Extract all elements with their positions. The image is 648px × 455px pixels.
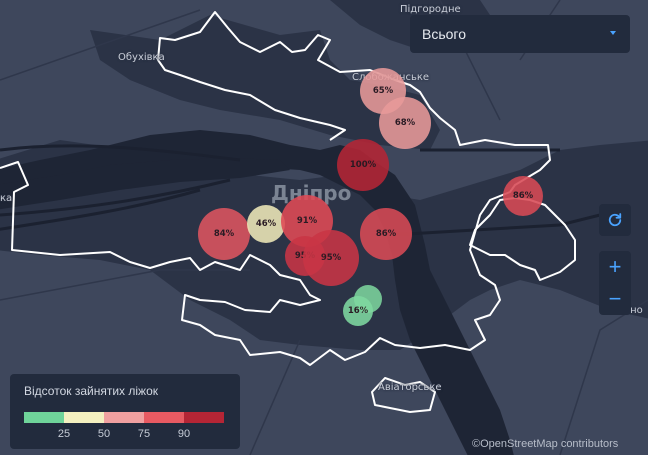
hospital-marker[interactable]: 95% [303, 230, 359, 286]
hospital-marker[interactable]: 46% [247, 205, 285, 243]
legend-swatch [24, 412, 64, 423]
place-label-left-edge: ка [0, 193, 13, 204]
marker-label: 95% [320, 253, 342, 263]
zoom-out-button[interactable]: − [608, 286, 622, 311]
legend-tick-label: 25 [57, 428, 71, 440]
map-river-channels [0, 144, 601, 237]
place-label-obukhivka: Обухівка [118, 52, 165, 63]
place-label-aviatorske: Авіаторське [378, 382, 442, 393]
legend-swatch [184, 412, 224, 423]
legend-swatch [144, 412, 184, 423]
refresh-icon [608, 213, 622, 227]
place-label-pidhorodne: Підгородне [400, 4, 461, 15]
hospital-marker[interactable]: 16% [343, 296, 373, 326]
map-land-area [90, 15, 440, 150]
village-boundary [371, 377, 436, 413]
legend-color-scale [24, 412, 224, 423]
marker-label: 84% [213, 229, 235, 239]
place-label-right-edge: оно [624, 305, 643, 316]
legend-tick-label: 75 [137, 428, 151, 440]
zoom-in-button[interactable]: + [608, 254, 622, 279]
city-boundary [0, 11, 551, 366]
refresh-button[interactable] [599, 204, 631, 236]
category-select-value: Всього [422, 26, 467, 42]
legend: Відсоток зайнятих ліжок 25 50 75 90 [10, 374, 240, 449]
legend-swatch [64, 412, 104, 423]
attribution[interactable]: ©OpenStreetMap contributors [472, 438, 619, 450]
marker-label: 46% [255, 219, 277, 229]
hospital-marker[interactable]: 86% [360, 208, 412, 260]
marker-label: 86% [375, 229, 397, 239]
hospital-marker[interactable]: 100% [337, 139, 389, 191]
hospital-marker[interactable]: 86% [503, 176, 543, 216]
marker-label: 86% [512, 191, 534, 201]
marker-label: 65% [372, 86, 394, 96]
marker-label: 91% [296, 216, 318, 226]
hospital-marker[interactable]: 84% [198, 208, 250, 260]
legend-tick-label: 90 [177, 428, 191, 440]
marker-label: 68% [394, 118, 416, 128]
city-boundary-east [469, 197, 576, 281]
legend-swatch [104, 412, 144, 423]
hospital-marker[interactable]: 68% [379, 97, 431, 149]
chevron-down-icon [610, 31, 616, 35]
zoom-control: + − [599, 251, 631, 315]
marker-label: 100% [349, 160, 377, 170]
legend-ticks: 25 50 75 90 [24, 428, 224, 442]
marker-label: 16% [347, 306, 369, 316]
map-river [0, 158, 290, 210]
legend-title: Відсоток зайнятих ліжок [24, 384, 158, 398]
legend-tick-label: 50 [97, 428, 111, 440]
category-select[interactable]: Всього [410, 15, 630, 53]
